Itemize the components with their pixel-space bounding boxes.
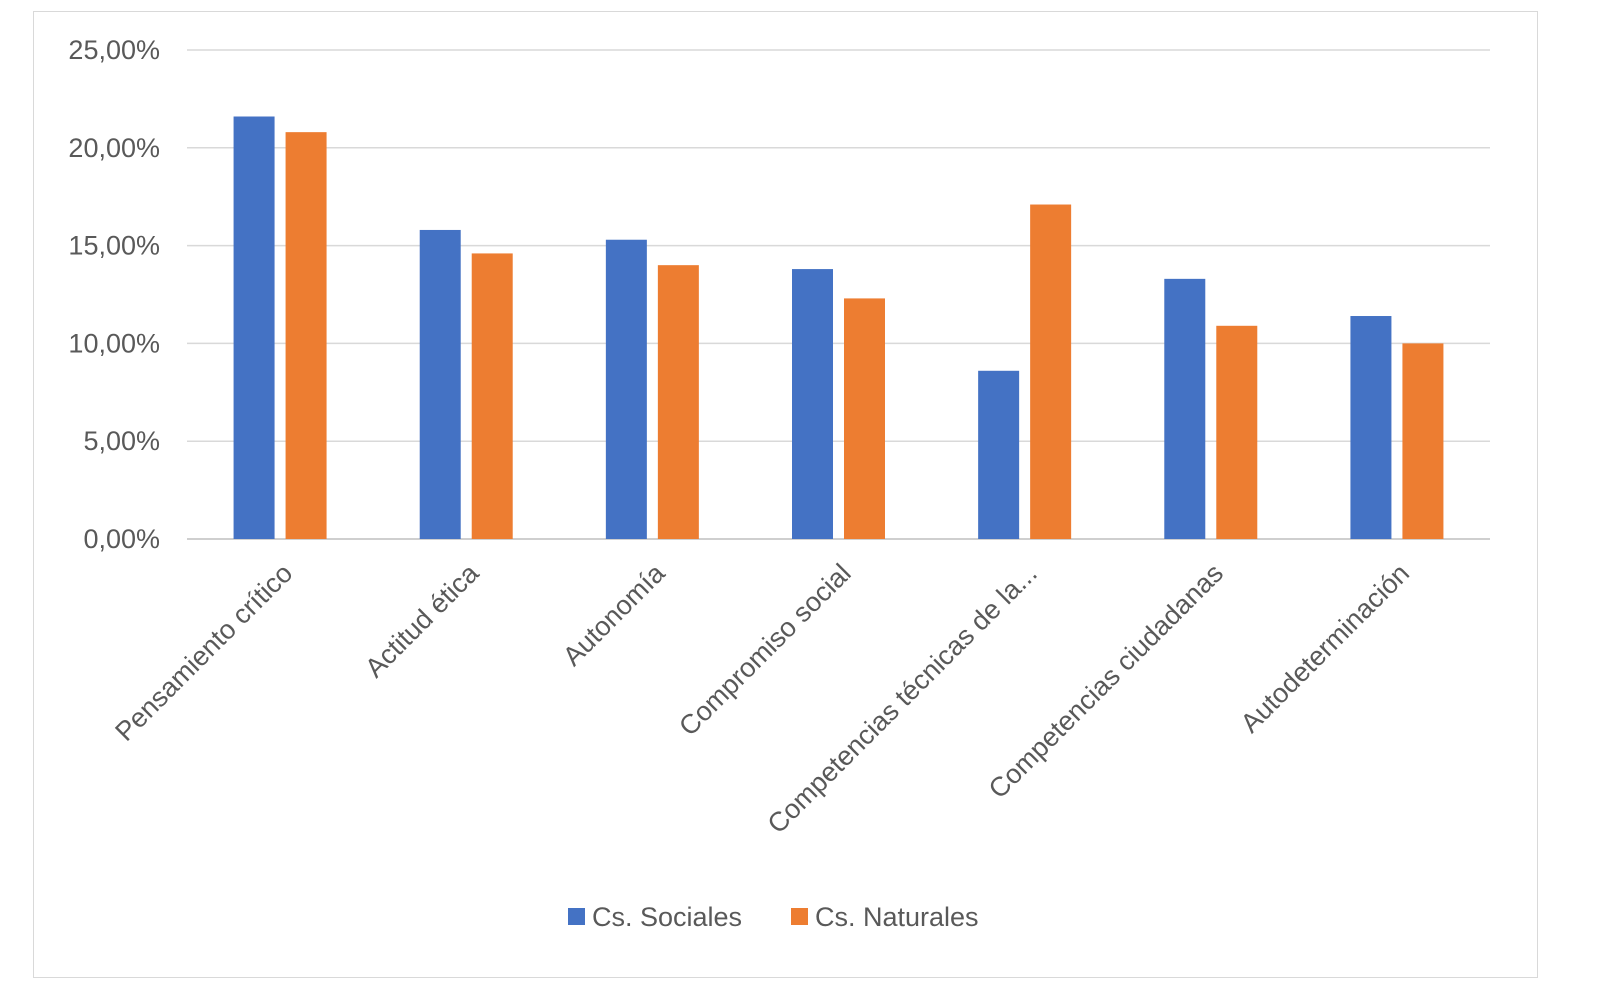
bar-naturales	[1030, 204, 1072, 540]
y-tick-label: 15,00%	[68, 231, 160, 261]
bar-sociales	[605, 239, 647, 539]
y-tick-label: 5,00%	[83, 426, 160, 456]
x-category-label: Autodeterminación	[1235, 558, 1415, 738]
bar-naturales	[657, 265, 699, 539]
bar-sociales	[792, 269, 833, 539]
x-category-label: Pensamiento crítico	[109, 558, 298, 747]
legend-swatch	[791, 908, 808, 925]
bars	[233, 116, 1444, 540]
y-tick-label: 0,00%	[83, 524, 160, 554]
chart-frame	[33, 11, 1538, 978]
bar-sociales	[233, 116, 275, 539]
x-category-label: Autonomía	[557, 557, 671, 671]
x-axis-categories: Pensamiento crítico Actitud ética Autonomí…	[109, 557, 1415, 839]
legend-swatch	[568, 908, 585, 925]
legend-label: Cs. Sociales	[592, 902, 742, 932]
x-category-label: Compromiso social	[673, 558, 857, 742]
bar-sociales	[1350, 316, 1392, 539]
legend: Cs. Sociales Cs. Naturales	[568, 902, 979, 932]
bar-sociales	[419, 229, 461, 539]
y-tick-label: 20,00%	[68, 133, 160, 163]
y-axis-ticks: 0,00% 5,00% 10,00% 15,00% 20,00% 25,00%	[68, 35, 160, 554]
bar-naturales	[1216, 325, 1258, 539]
bar-naturales	[471, 253, 513, 539]
gridlines	[187, 49, 1490, 540]
bar-naturales	[285, 132, 327, 540]
bar-naturales	[844, 298, 885, 539]
bar-sociales	[978, 370, 1020, 539]
legend-label: Cs. Naturales	[815, 902, 979, 932]
y-tick-label: 10,00%	[68, 328, 160, 358]
bar-naturales	[1402, 343, 1444, 539]
x-category-label: Actitud ética	[359, 557, 485, 683]
bar-sociales	[1164, 278, 1206, 539]
y-tick-label: 25,00%	[68, 35, 160, 65]
